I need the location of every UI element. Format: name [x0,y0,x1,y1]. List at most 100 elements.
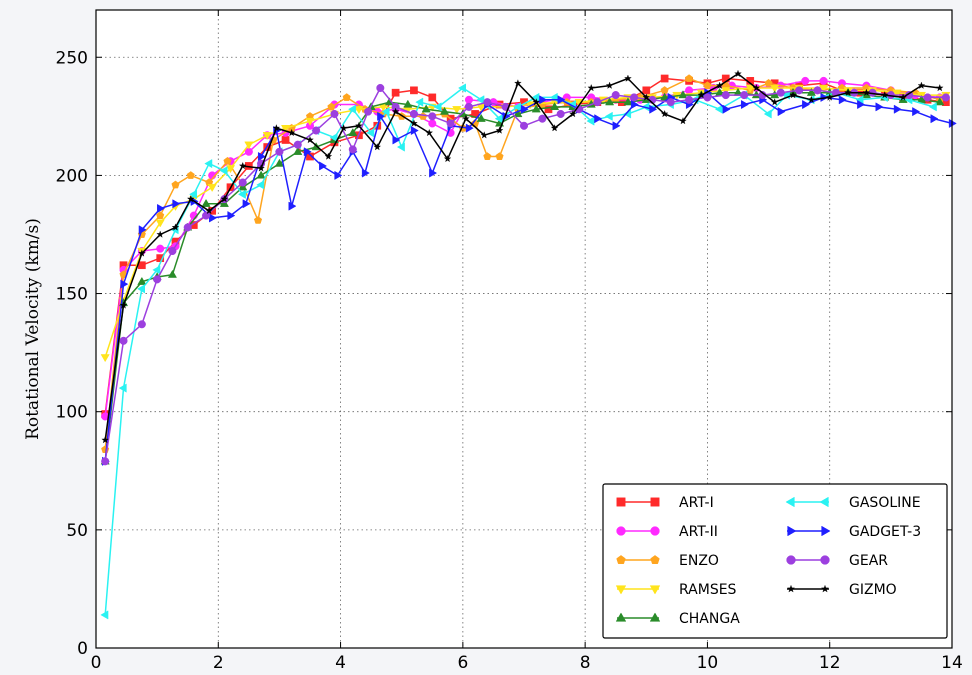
data-point-gizmo [306,135,314,144]
y-tick-label: 50 [66,521,88,541]
data-point-gasoline [347,104,356,114]
data-point-gasoline [237,189,246,199]
series-gear [101,83,950,466]
data-point-gasoline [714,104,723,114]
legend-marker [650,526,660,536]
data-point-gasoline [531,92,540,103]
data-point-gadget-3 [120,279,129,289]
series-line-ramses [104,87,946,358]
data-point-art-ii [801,76,810,85]
legend-marker [616,497,626,507]
data-point-gear [275,147,284,156]
data-point-gasoline [494,114,503,124]
data-point-gasoline [137,284,145,294]
data-point-gizmo [936,84,944,92]
data-point-gasoline [219,166,228,176]
data-point-gear [538,114,547,123]
data-point-gizmo [187,195,195,203]
data-point-gizmo [156,230,164,238]
legend-marker [821,584,829,593]
data-point-gear [519,121,529,130]
data-point-gadget-3 [875,102,884,112]
legend-marker [785,496,795,508]
data-point-gear [556,109,565,119]
y-tick-label: 250 [56,48,88,68]
y-axis-label: Rotational Velocity (km/s) [23,218,43,440]
legend-label: RAMSES [679,582,737,598]
data-point-changa [935,97,945,106]
data-point-gear [101,457,110,466]
data-point-gasoline [329,133,338,143]
data-point-gadget-3 [557,95,566,105]
data-point-ramses [770,84,780,93]
data-point-gasoline [152,265,161,275]
data-point-ramses [100,354,110,363]
data-point-gear [238,178,247,187]
data-point-gizmo [373,143,382,151]
data-point-gadget-3 [930,114,939,124]
data-point-changa [549,102,560,111]
legend-item-enzo: ENZO [616,553,719,569]
data-point-changa [660,92,670,101]
data-point-changa [274,158,285,167]
data-point-gasoline [586,116,595,126]
data-point-gizmo [238,161,247,170]
data-point-changa [476,113,486,122]
data-point-art-i [391,88,400,97]
data-point-gizmo [899,93,907,101]
data-point-gear [153,275,162,284]
data-point-enzo [327,102,336,111]
data-point-enzo [171,180,180,189]
data-point-ramses [244,141,254,150]
legend-marker [615,612,627,622]
data-point-gadget-3 [612,121,621,131]
legend-item-gasoline: GASOLINE [785,495,921,511]
data-point-gasoline [513,102,522,112]
legend-label: ENZO [679,553,719,569]
data-point-gizmo [205,206,213,215]
data-point-gadget-3 [429,168,438,178]
data-point-gadget-3 [912,107,921,117]
data-point-enzo [483,152,492,160]
data-point-gizmo [495,126,504,134]
legend-box [602,483,948,639]
data-point-changa [605,97,615,106]
data-point-enzo [495,152,504,160]
data-point-art-i [281,136,290,144]
legend-label: CHANGA [679,611,740,627]
data-point-gadget-3 [334,170,343,180]
data-point-gizmo [789,91,797,99]
data-point-gear [795,86,804,95]
data-point-gizmo [679,117,687,125]
data-point-gasoline [604,111,613,121]
data-point-gear [593,98,602,107]
data-point-gizmo [624,74,632,82]
data-point-gizmo [101,436,109,444]
data-point-gear [293,140,302,149]
y-tick-label: 150 [56,285,88,305]
data-point-gadget-3 [242,199,251,209]
y-tick-label: 200 [56,166,88,186]
data-point-gizmo [287,128,296,137]
data-point-art-ii [156,244,165,253]
legend-item-ramses: RAMSES [615,582,737,598]
data-point-gizmo [324,152,333,160]
data-point-gasoline [366,128,375,138]
data-point-gadget-3 [838,95,847,105]
legend-label: ART-II [679,524,718,540]
data-point-changa [861,90,871,99]
data-point-gizmo [825,93,834,101]
data-point-gizmo [171,223,180,231]
data-point-gizmo [569,110,577,118]
data-point-gadget-3 [520,104,529,114]
x-tick-label: 4 [335,653,346,671]
data-point-gizmo [220,195,229,203]
data-point-ramses [207,184,217,193]
data-point-changa [167,269,178,278]
legend-item-changa: CHANGA [615,611,740,627]
x-tick-label: 6 [457,653,468,671]
data-point-gizmo [532,98,540,106]
data-point-gear [330,109,339,119]
data-point-ramses [354,106,364,115]
